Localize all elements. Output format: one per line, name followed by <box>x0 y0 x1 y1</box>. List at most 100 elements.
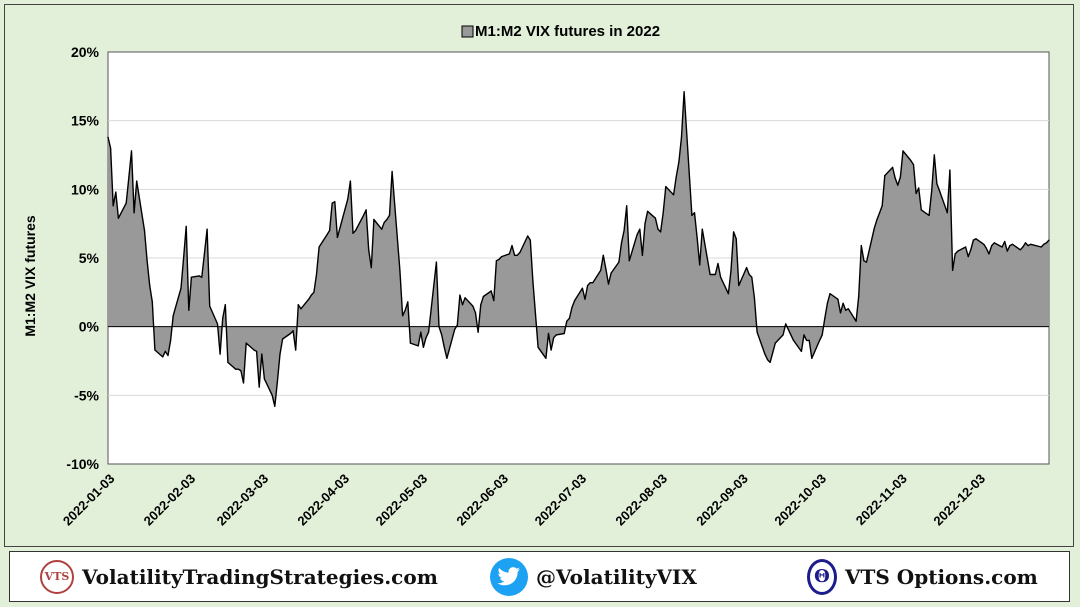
options-link[interactable]: VTS Options.com <box>845 564 1038 589</box>
data-point <box>125 202 127 204</box>
data-point <box>279 353 281 355</box>
data-point <box>892 166 894 168</box>
data-point <box>727 293 730 295</box>
data-point <box>769 361 771 363</box>
data-point <box>347 198 349 200</box>
data-point <box>242 382 245 384</box>
data-point <box>808 339 810 341</box>
data-point <box>313 291 315 293</box>
data-point <box>605 268 607 270</box>
data-point <box>1006 250 1008 252</box>
data-point <box>618 261 620 263</box>
data-point <box>938 190 941 192</box>
data-point <box>581 287 584 289</box>
data-point <box>110 147 112 149</box>
data-point <box>143 229 146 232</box>
data-point <box>881 205 883 207</box>
data-point <box>326 234 328 236</box>
data-point <box>545 357 547 359</box>
data-point <box>847 308 849 310</box>
data-point <box>477 331 479 333</box>
data-point <box>837 298 839 300</box>
data-point <box>480 304 482 306</box>
data-point <box>717 262 719 265</box>
data-point <box>344 208 346 210</box>
data-point <box>1040 246 1042 248</box>
data-point <box>829 293 831 295</box>
x-tick-label: 2022-07-03 <box>532 471 590 529</box>
data-point <box>516 254 518 256</box>
brand-twitter[interactable]: @VolatilityVIX <box>490 552 697 601</box>
x-tick-label: 2022-02-03 <box>141 471 199 529</box>
data-point <box>800 350 803 352</box>
data-point <box>993 242 995 244</box>
data-point <box>678 161 680 163</box>
data-point <box>112 205 114 207</box>
data-point <box>584 298 586 300</box>
data-point <box>806 339 808 341</box>
data-point <box>310 294 312 296</box>
data-point <box>1024 242 1027 244</box>
data-point <box>946 212 948 214</box>
brand-vts[interactable]: VTS VolatilityTradingStrategies.com <box>40 552 438 601</box>
data-point <box>701 228 703 230</box>
data-point <box>699 264 701 266</box>
data-point <box>258 386 260 388</box>
legend-swatch <box>461 25 474 38</box>
data-point <box>920 209 922 211</box>
data-point <box>566 320 568 322</box>
data-point <box>368 249 370 251</box>
data-point <box>295 349 297 351</box>
data-point <box>209 305 211 307</box>
data-point <box>461 304 464 306</box>
data-point <box>534 313 537 315</box>
data-point <box>183 257 185 259</box>
data-point <box>991 245 993 247</box>
data-point <box>180 287 182 289</box>
brand-options[interactable]: Θ VTS Options.com <box>807 552 1038 601</box>
data-point <box>884 175 886 177</box>
y-tick-label: -10% <box>66 456 99 472</box>
data-point <box>472 305 474 307</box>
data-point <box>237 368 239 370</box>
data-point <box>899 176 902 178</box>
data-point <box>519 251 521 254</box>
data-point <box>602 254 604 256</box>
data-point <box>362 214 365 216</box>
data-point <box>198 275 200 277</box>
data-point <box>709 273 711 276</box>
data-point <box>790 334 792 336</box>
data-point <box>568 317 571 319</box>
data-point <box>331 202 333 204</box>
data-point <box>988 253 990 255</box>
data-point <box>644 223 646 225</box>
data-point <box>555 334 557 336</box>
data-point <box>824 317 826 319</box>
data-point <box>639 228 641 230</box>
data-point <box>683 91 685 93</box>
twitter-link[interactable]: @VolatilityVIX <box>536 564 697 589</box>
data-point <box>420 331 422 333</box>
data-point <box>636 234 638 236</box>
data-point <box>860 245 862 247</box>
data-point <box>253 349 255 351</box>
data-point <box>490 290 492 292</box>
data-point <box>753 297 756 299</box>
data-point <box>381 228 383 230</box>
data-point <box>1004 240 1006 243</box>
data-point <box>271 394 273 396</box>
data-point <box>975 238 977 240</box>
data-point <box>329 229 331 232</box>
data-point <box>785 323 787 325</box>
x-tick-label: 2022-08-03 <box>612 471 670 529</box>
data-point <box>774 342 776 344</box>
data-point <box>766 359 769 361</box>
data-point <box>185 225 187 227</box>
site-link[interactable]: VolatilityTradingStrategies.com <box>82 564 438 589</box>
data-point <box>748 273 750 276</box>
data-point <box>349 180 351 182</box>
y-axis-label: M1:M2 VIX futures <box>22 215 38 337</box>
data-point <box>1019 249 1021 251</box>
data-point <box>985 247 988 249</box>
data-point <box>172 315 174 317</box>
